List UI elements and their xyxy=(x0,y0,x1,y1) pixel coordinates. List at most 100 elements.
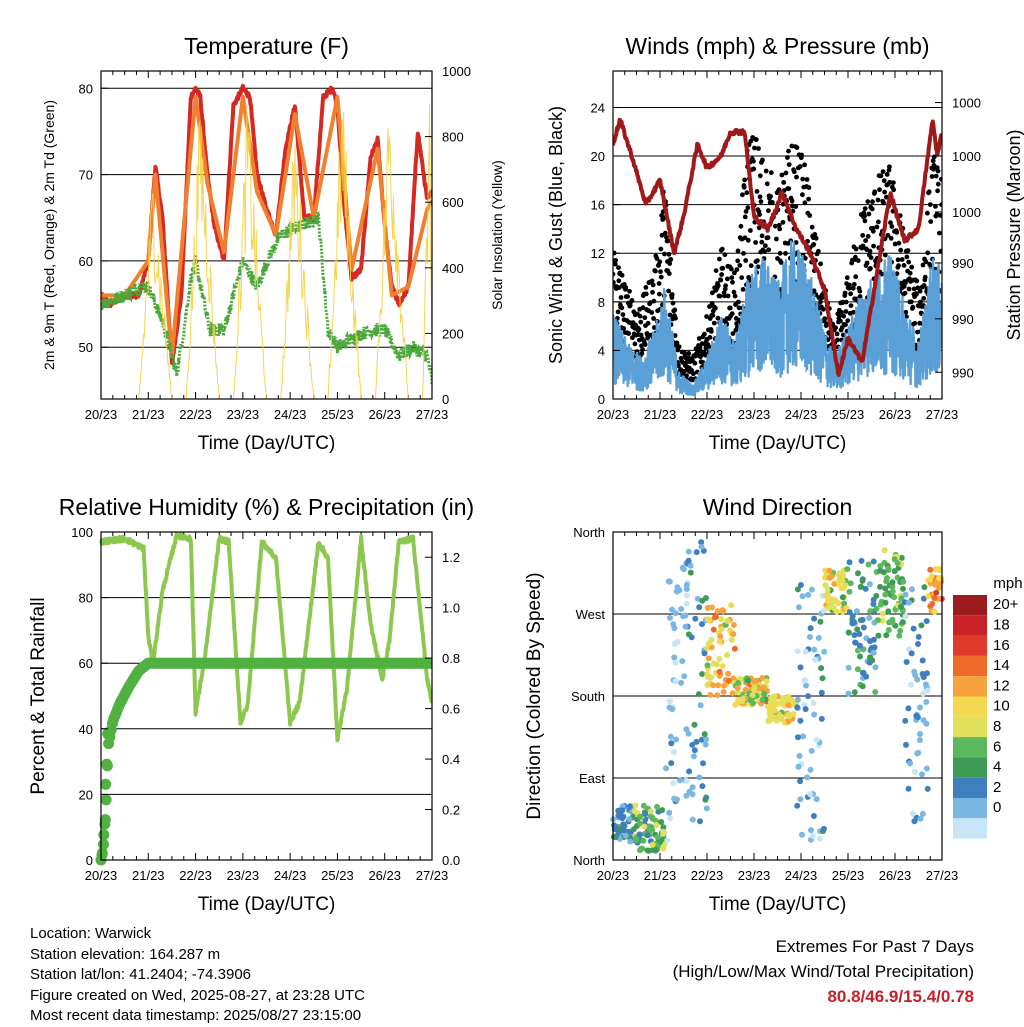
direction-point xyxy=(920,717,927,724)
direction-point xyxy=(859,616,866,623)
direction-point xyxy=(900,585,906,592)
y2-tick-label: 0.6 xyxy=(442,702,460,717)
direction-point xyxy=(689,784,696,791)
direction-point xyxy=(808,586,815,593)
gust-point xyxy=(669,292,675,297)
gust-point xyxy=(816,248,821,254)
gust-point xyxy=(719,272,724,277)
direction-point xyxy=(699,783,706,790)
direction-point xyxy=(870,649,877,656)
y-tick-label: 60 xyxy=(79,254,93,269)
gust-point xyxy=(906,259,912,265)
gust-point xyxy=(727,305,733,311)
direction-point xyxy=(811,711,818,718)
direction-point xyxy=(671,654,678,661)
direction-point xyxy=(908,650,915,657)
direction-point xyxy=(859,577,866,584)
gust-point xyxy=(732,293,738,299)
gust-point xyxy=(807,213,813,218)
legend-label: 0 xyxy=(993,799,1001,816)
direction-point xyxy=(847,580,854,587)
y-tick-label: 80 xyxy=(79,81,93,96)
direction-point xyxy=(672,678,679,685)
direction-point xyxy=(702,796,709,803)
direction-point xyxy=(689,741,696,748)
direction-point xyxy=(915,641,921,647)
direction-point xyxy=(905,705,912,712)
gust-point xyxy=(725,276,730,282)
direction-point xyxy=(797,582,804,588)
direction-point xyxy=(718,616,725,622)
gust-point xyxy=(713,268,719,273)
gust-point xyxy=(740,192,745,198)
direction-point xyxy=(619,815,626,822)
direction-point xyxy=(815,635,822,641)
direction-point xyxy=(794,586,801,593)
gust-point xyxy=(692,360,698,366)
gust-point xyxy=(925,250,931,256)
direction-point xyxy=(718,626,725,633)
y-tick-label: 0 xyxy=(598,392,605,407)
gust-point xyxy=(911,286,917,292)
direction-point xyxy=(674,638,681,645)
direction-point xyxy=(804,774,811,781)
direction-point xyxy=(903,659,910,665)
gust-point xyxy=(666,271,672,276)
gust-point xyxy=(642,315,648,321)
gust-point xyxy=(853,246,859,252)
direction-point xyxy=(858,557,865,564)
direction-point xyxy=(919,671,926,677)
gust-point xyxy=(615,309,621,315)
direction-point xyxy=(670,748,677,755)
x-axis-label: Time (Day/UTC) xyxy=(198,894,336,915)
y-tick-label: 70 xyxy=(79,168,93,183)
gust-point xyxy=(691,371,696,377)
direction-point xyxy=(683,777,690,784)
gust-point xyxy=(642,342,648,347)
direction-point xyxy=(669,706,676,713)
y2-tick-label: 0.0 xyxy=(442,853,460,868)
direction-point xyxy=(666,809,673,816)
direction-point xyxy=(667,614,673,621)
direction-point xyxy=(852,639,859,646)
gust-point xyxy=(674,340,680,346)
direction-point xyxy=(728,602,735,609)
direction-point xyxy=(785,702,792,709)
precip-point xyxy=(426,657,432,669)
gust-point xyxy=(909,264,915,270)
gust-point xyxy=(935,181,941,187)
gust-point xyxy=(844,275,850,281)
y2-tick-label: 400 xyxy=(442,261,464,276)
gust-point xyxy=(882,189,887,195)
direction-point xyxy=(851,632,858,639)
gust-point xyxy=(662,251,667,257)
plot-border xyxy=(100,531,433,861)
gust-point xyxy=(902,290,908,296)
y-axis-label: Percent & Total Rainfall xyxy=(28,597,49,794)
x-tick-label: 21/23 xyxy=(132,868,165,883)
direction-point xyxy=(693,549,700,556)
x-tick-label: 27/23 xyxy=(416,407,449,422)
direction-point xyxy=(866,581,873,588)
direction-point xyxy=(851,689,858,696)
gust-point xyxy=(755,258,760,264)
gust-point xyxy=(711,320,717,326)
direction-point xyxy=(636,831,643,838)
gust-point xyxy=(613,258,618,263)
gust-point xyxy=(871,243,876,249)
gust-point xyxy=(774,236,779,242)
direction-point xyxy=(811,615,818,622)
direction-point xyxy=(749,692,756,699)
y-tick-label: 40 xyxy=(79,722,93,737)
direction-point xyxy=(885,627,892,633)
chart-title: Relative Humidity (%) & Precipitation (i… xyxy=(59,494,474,520)
gust-point xyxy=(625,294,630,299)
direction-point xyxy=(660,830,667,837)
direction-point xyxy=(923,618,930,625)
y-tick-label: 24 xyxy=(591,100,605,115)
precip-point xyxy=(102,728,114,740)
legend-label: 14 xyxy=(993,657,1010,674)
direction-point xyxy=(620,821,627,828)
direction-point xyxy=(676,777,683,784)
y-tick-label: 12 xyxy=(591,246,605,261)
